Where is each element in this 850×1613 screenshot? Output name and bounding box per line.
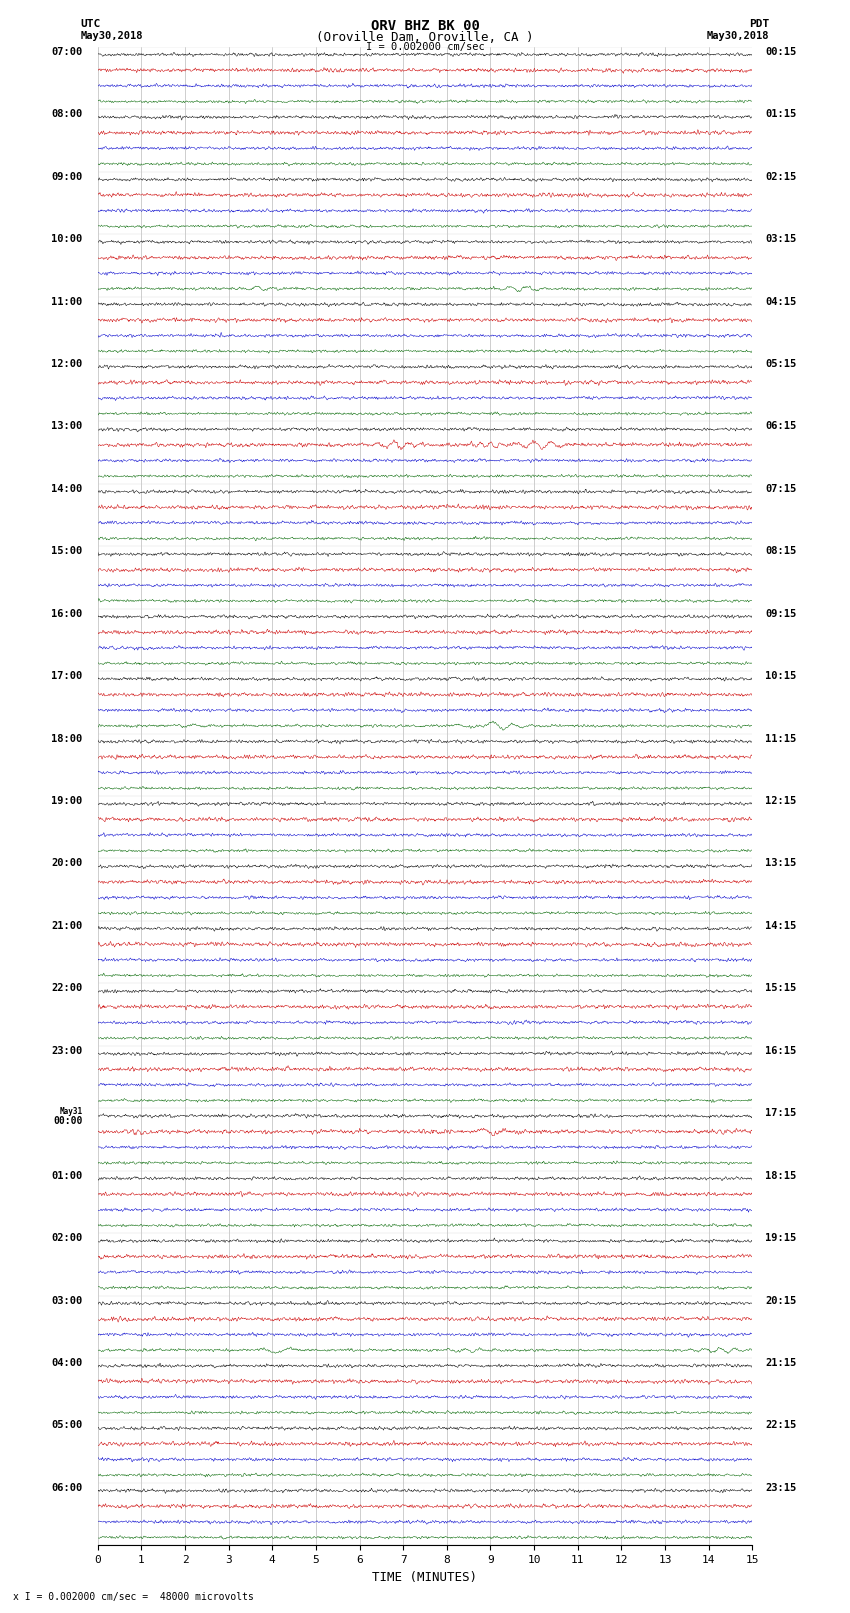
- Text: 08:00: 08:00: [51, 110, 82, 119]
- Text: 02:00: 02:00: [51, 1232, 82, 1244]
- Text: 20:15: 20:15: [765, 1295, 796, 1305]
- Text: 15:15: 15:15: [765, 984, 796, 994]
- Text: 03:15: 03:15: [765, 234, 796, 244]
- Text: 16:15: 16:15: [765, 1045, 796, 1057]
- Text: 07:00: 07:00: [51, 47, 82, 56]
- Text: I = 0.002000 cm/sec: I = 0.002000 cm/sec: [366, 42, 484, 52]
- Text: 02:15: 02:15: [765, 171, 796, 182]
- Text: ORV BHZ BK 00: ORV BHZ BK 00: [371, 19, 479, 34]
- Text: 19:15: 19:15: [765, 1232, 796, 1244]
- Text: 11:15: 11:15: [765, 734, 796, 744]
- Text: 00:00: 00:00: [53, 1116, 82, 1126]
- Text: 23:15: 23:15: [765, 1482, 796, 1492]
- Text: May31: May31: [60, 1107, 82, 1116]
- Text: 03:00: 03:00: [51, 1295, 82, 1305]
- Text: 22:00: 22:00: [51, 984, 82, 994]
- Text: 15:00: 15:00: [51, 547, 82, 556]
- Text: 01:15: 01:15: [765, 110, 796, 119]
- Text: 18:00: 18:00: [51, 734, 82, 744]
- Text: 08:15: 08:15: [765, 547, 796, 556]
- Text: 07:15: 07:15: [765, 484, 796, 494]
- Text: 06:00: 06:00: [51, 1482, 82, 1492]
- Text: 10:15: 10:15: [765, 671, 796, 681]
- Text: 06:15: 06:15: [765, 421, 796, 431]
- Text: PDT: PDT: [749, 19, 769, 29]
- Text: UTC: UTC: [81, 19, 101, 29]
- Text: 16:00: 16:00: [51, 608, 82, 619]
- Text: 10:00: 10:00: [51, 234, 82, 244]
- Text: 22:15: 22:15: [765, 1421, 796, 1431]
- Text: 05:00: 05:00: [51, 1421, 82, 1431]
- Text: 13:15: 13:15: [765, 858, 796, 868]
- Text: 00:15: 00:15: [765, 47, 796, 56]
- Text: 20:00: 20:00: [51, 858, 82, 868]
- Text: 18:15: 18:15: [765, 1171, 796, 1181]
- Text: 04:00: 04:00: [51, 1358, 82, 1368]
- Text: 04:15: 04:15: [765, 297, 796, 306]
- Text: 19:00: 19:00: [51, 797, 82, 806]
- X-axis label: TIME (MINUTES): TIME (MINUTES): [372, 1571, 478, 1584]
- Text: 17:00: 17:00: [51, 671, 82, 681]
- Text: 12:00: 12:00: [51, 360, 82, 369]
- Text: 09:00: 09:00: [51, 171, 82, 182]
- Text: 12:15: 12:15: [765, 797, 796, 806]
- Text: 21:00: 21:00: [51, 921, 82, 931]
- Text: 14:00: 14:00: [51, 484, 82, 494]
- Text: 13:00: 13:00: [51, 421, 82, 431]
- Text: 11:00: 11:00: [51, 297, 82, 306]
- Text: (Oroville Dam, Oroville, CA ): (Oroville Dam, Oroville, CA ): [316, 31, 534, 44]
- Text: May30,2018: May30,2018: [81, 31, 144, 40]
- Text: 01:00: 01:00: [51, 1171, 82, 1181]
- Text: 21:15: 21:15: [765, 1358, 796, 1368]
- Text: May30,2018: May30,2018: [706, 31, 769, 40]
- Text: 17:15: 17:15: [765, 1108, 796, 1118]
- Text: 23:00: 23:00: [51, 1045, 82, 1057]
- Text: x I = 0.002000 cm/sec =  48000 microvolts: x I = 0.002000 cm/sec = 48000 microvolts: [13, 1592, 253, 1602]
- Text: 09:15: 09:15: [765, 608, 796, 619]
- Text: 05:15: 05:15: [765, 360, 796, 369]
- Text: 14:15: 14:15: [765, 921, 796, 931]
